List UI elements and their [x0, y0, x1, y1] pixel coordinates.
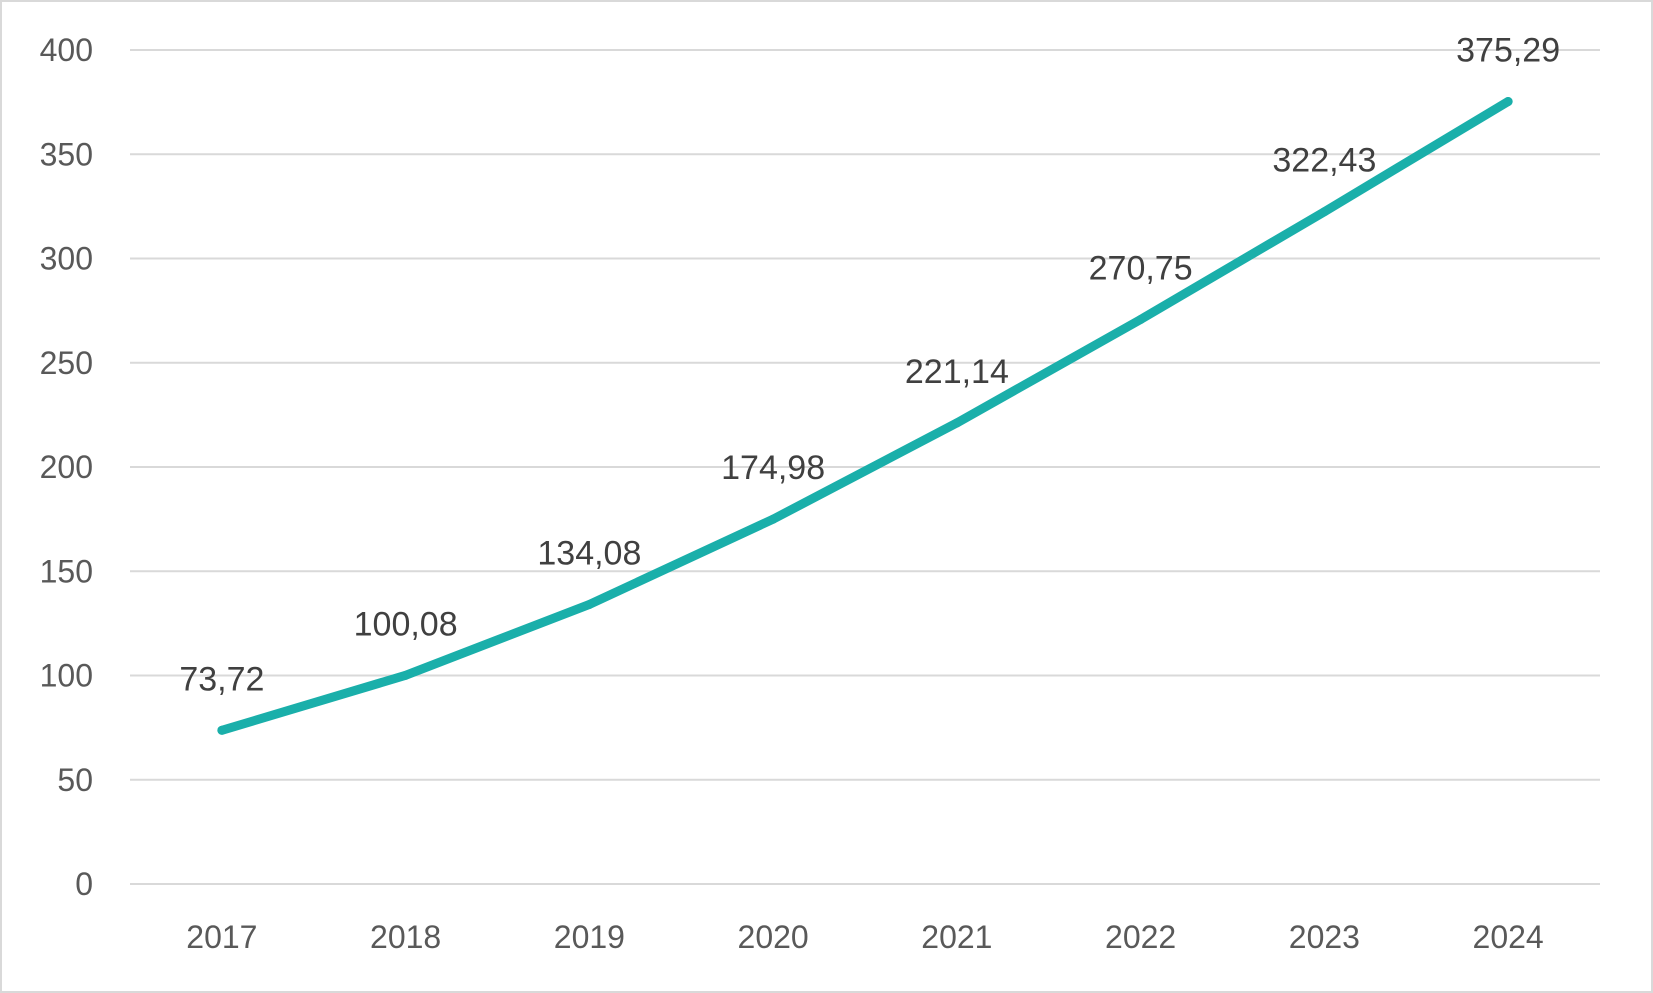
data-point: [1319, 207, 1329, 217]
x-tick-label: 2018: [370, 919, 441, 955]
data-label: 375,29: [1456, 32, 1560, 70]
data-label: 322,43: [1272, 142, 1376, 180]
data-label: 134,08: [537, 534, 641, 572]
y-tick-label: 400: [40, 32, 93, 68]
y-tick-label: 100: [40, 658, 93, 694]
x-tick-label: 2017: [186, 919, 257, 955]
data-label: 270,75: [1089, 249, 1193, 287]
x-tick-label: 2021: [921, 919, 992, 955]
x-tick-label: 2019: [554, 919, 625, 955]
x-tick-label: 2022: [1105, 919, 1176, 955]
data-point: [1136, 314, 1146, 324]
x-axis-tick-labels: 2017 2018 2019 2020 2021 2022 2023 2024: [186, 919, 1543, 955]
data-labels: 73,72 100,08 134,08 174,98 221,14 270,75 322,4…: [179, 32, 1560, 699]
y-tick-label: 350: [40, 136, 93, 172]
y-tick-label: 200: [40, 449, 93, 485]
y-tick-label: 150: [40, 553, 93, 589]
series-group: [217, 97, 1513, 735]
series-line: [217, 97, 1513, 735]
y-tick-label: 50: [57, 762, 93, 798]
y-axis-tick-labels: 0 50 100 150 200 250 300 350 400: [40, 32, 93, 902]
y-tick-label: 0: [75, 866, 93, 902]
data-point: [768, 514, 778, 524]
data-point: [1503, 97, 1513, 107]
y-tick-label: 300: [40, 241, 93, 277]
data-point: [952, 418, 962, 428]
data-point: [217, 725, 227, 735]
x-tick-label: 2020: [738, 919, 809, 955]
data-label: 221,14: [905, 353, 1009, 391]
data-label: 73,72: [179, 660, 264, 698]
x-tick-label: 2023: [1289, 919, 1360, 955]
data-label: 100,08: [354, 605, 458, 643]
y-tick-label: 250: [40, 345, 93, 381]
gridlines: [130, 49, 1600, 885]
data-label: 174,98: [721, 449, 825, 487]
data-point: [401, 670, 411, 680]
x-tick-label: 2024: [1473, 919, 1544, 955]
data-point: [584, 599, 594, 609]
